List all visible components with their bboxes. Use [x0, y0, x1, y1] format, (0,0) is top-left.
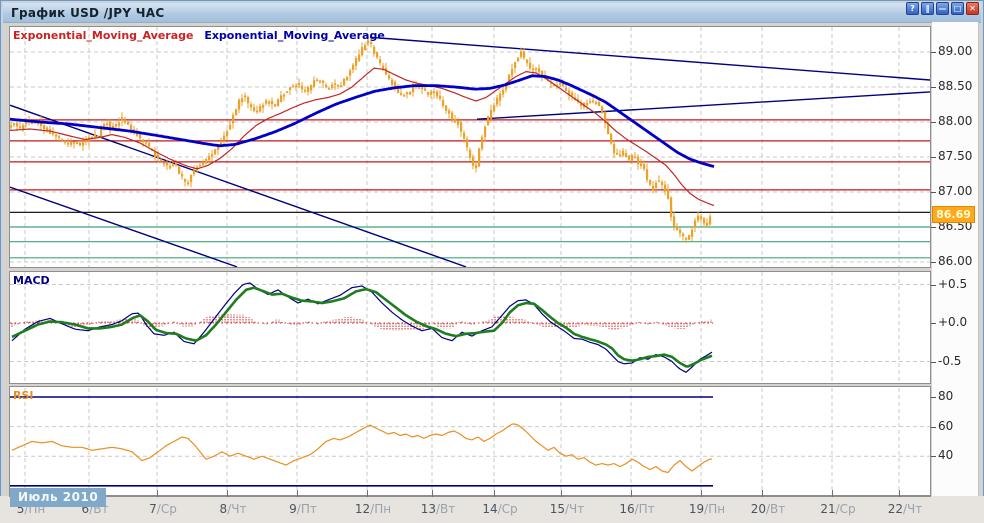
rsi-axis-tick — [931, 397, 936, 398]
time-axis-label: 12/Пн — [345, 502, 401, 516]
time-axis-label: 19/Пн — [679, 502, 735, 516]
price-panel[interactable] — [9, 26, 931, 268]
maximize-button[interactable]: □ — [951, 2, 964, 15]
price-axis-label: 87.50 — [938, 149, 972, 163]
macd-axis-label: +0.0 — [938, 315, 967, 329]
price-axis-tick — [931, 227, 936, 228]
price-axis-tick — [931, 262, 936, 263]
time-axis-tick — [762, 490, 763, 497]
rsi-label: RSI — [13, 389, 34, 402]
minimize-button[interactable]: — — [936, 2, 949, 15]
window-controls: ?‖—□✕ — [906, 2, 979, 15]
chart-window: График USD /JPY ЧАС ?‖—□✕ Exponential_Mo… — [0, 0, 984, 523]
time-axis-label: 8/Чт — [205, 502, 261, 516]
close-button[interactable]: ✕ — [966, 2, 979, 15]
time-axis-label: 20/Вт — [740, 502, 796, 516]
time-axis-line — [9, 496, 931, 497]
rsi-axis-tick — [931, 456, 936, 457]
time-axis-label: 14/Ср — [472, 502, 528, 516]
rsi-chart-svg[interactable] — [10, 387, 930, 495]
time-axis-tick — [432, 490, 433, 497]
price-chart-svg[interactable] — [10, 27, 930, 267]
price-axis-tick — [931, 192, 936, 193]
rsi-panel[interactable] — [9, 386, 931, 496]
macd-label: MACD — [13, 274, 50, 287]
right-axis-divider — [978, 22, 979, 496]
rsi-axis-label: 40 — [938, 448, 953, 462]
time-axis-tick — [701, 490, 702, 497]
price-axis-tick — [931, 52, 936, 53]
time-axis-label: 16/Пт — [609, 502, 665, 516]
rsi-axis-label: 80 — [938, 389, 953, 403]
macd-axis-tick — [931, 362, 936, 363]
time-axis-label: 21/Ср — [810, 502, 866, 516]
time-axis-tick — [631, 490, 632, 497]
rsi-axis-label: 60 — [938, 419, 953, 433]
pause-button[interactable]: ‖ — [921, 2, 934, 15]
time-axis-label: 15/Чт — [539, 502, 595, 516]
ema-slow-legend: Exponential_Moving_Average — [204, 29, 384, 42]
title-bar[interactable]: График USD /JPY ЧАС — [3, 3, 981, 23]
time-axis-tick — [297, 490, 298, 497]
macd-chart-svg[interactable] — [10, 272, 930, 383]
last-price-tag: 86.69 — [932, 206, 975, 223]
price-axis-label: 87.00 — [938, 184, 972, 198]
time-axis-tick — [832, 490, 833, 497]
price-axis-label: 86.00 — [938, 254, 972, 268]
price-axis-tick — [931, 122, 936, 123]
price-axis-label: 88.50 — [938, 79, 972, 93]
time-axis-tick — [494, 490, 495, 497]
time-axis-tick — [157, 490, 158, 497]
macd-axis-tick — [931, 285, 936, 286]
window-title: График USD /JPY ЧАС — [11, 6, 165, 20]
time-axis-tick — [899, 490, 900, 497]
time-axis-label: 7/Ср — [135, 502, 191, 516]
macd-panel[interactable] — [9, 271, 931, 384]
ema-fast-legend: Exponential_Moving_Average — [13, 29, 193, 42]
time-axis-tick — [561, 490, 562, 497]
time-axis-tick — [227, 490, 228, 497]
time-axis-tick — [367, 490, 368, 497]
macd-axis-tick — [931, 323, 936, 324]
macd-axis-label: -0.5 — [938, 354, 961, 368]
indicator-legend: Exponential_Moving_Average Exponential_M… — [13, 29, 385, 42]
price-axis-tick — [931, 157, 936, 158]
price-axis-label: 88.00 — [938, 114, 972, 128]
time-axis-label: 13/Вт — [410, 502, 466, 516]
price-axis-tick — [931, 87, 936, 88]
rsi-axis-tick — [931, 427, 936, 428]
time-axis-label: 9/Пт — [275, 502, 331, 516]
price-axis-label: 89.00 — [938, 44, 972, 58]
macd-axis-label: +0.5 — [938, 277, 967, 291]
time-axis-label: 22/Чт — [877, 502, 933, 516]
month-badge: Июль 2010 — [10, 488, 106, 507]
help-button[interactable]: ? — [906, 2, 919, 15]
